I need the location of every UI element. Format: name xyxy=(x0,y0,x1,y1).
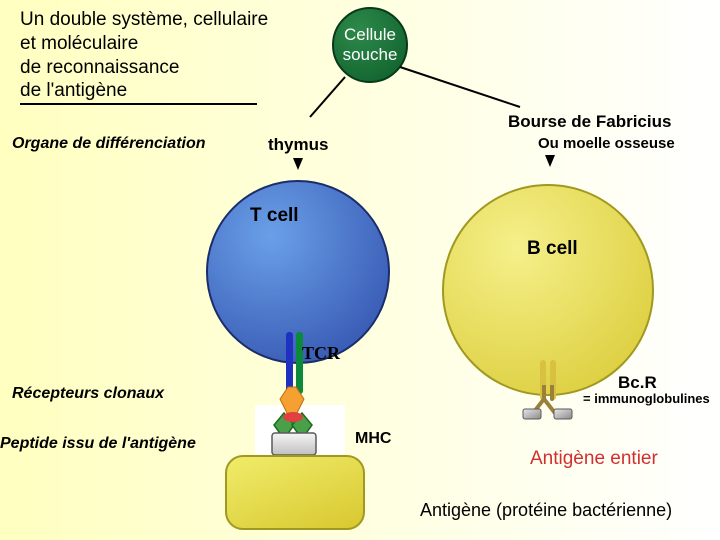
title-line-4: de l'antigène xyxy=(20,79,257,105)
tcr-label: TCR xyxy=(302,343,340,364)
mhc-label: MHC xyxy=(355,430,391,448)
antigene-entier-label: Antigène entier xyxy=(530,448,658,470)
t-cell-label: T cell xyxy=(250,205,299,227)
mhc-complex xyxy=(250,385,350,465)
thymus-label: thymus xyxy=(268,135,328,155)
bcr-label: Bc.R xyxy=(618,373,657,393)
title-line-3: de reconnaissance xyxy=(20,56,268,80)
recepteurs-clonaux-label: Récepteurs clonaux xyxy=(12,385,164,403)
cellule-souche-label: Cellule souche xyxy=(340,25,400,65)
title-line-1: Un double système, cellulaire xyxy=(20,8,268,32)
bcr-sublabel: = immunoglobulines xyxy=(583,391,710,406)
antigen-box xyxy=(225,455,365,530)
b-cell xyxy=(442,184,654,396)
organe-differentiation-label: Organe de différenciation xyxy=(12,135,206,153)
arrow-bourse-to-bcell xyxy=(545,155,555,167)
title-block: Un double système, cellulaire et molécul… xyxy=(20,8,268,105)
arrow-thymus-to-tcell xyxy=(293,158,303,170)
arrow-souche-to-thymus xyxy=(300,72,360,132)
title-line-2: et moléculaire xyxy=(20,32,268,56)
b-cell-label: B cell xyxy=(527,238,578,260)
bcr-y-shape xyxy=(520,385,580,430)
ou-moelle-label: Ou moelle osseuse xyxy=(538,135,675,152)
antigene-bacterien-label: Antigène (protéine bactérienne) xyxy=(420,500,672,521)
bourse-fabricius-label: Bourse de Fabricius xyxy=(508,112,671,132)
peptide-antigene-label: Peptide issu de l'antigène xyxy=(0,435,196,453)
